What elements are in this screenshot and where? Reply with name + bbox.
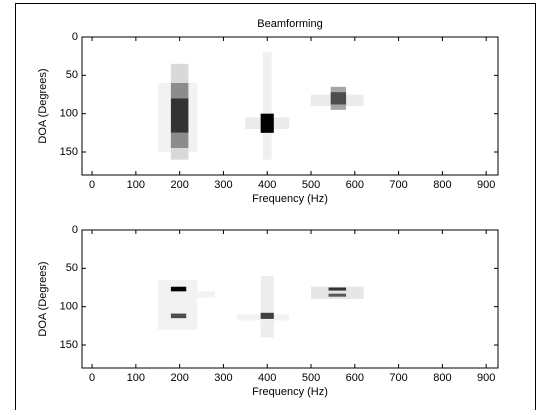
axes-box	[81, 229, 499, 369]
x-tick-label: 800	[433, 179, 451, 191]
y-axis-label: DOA (Degrees)	[37, 261, 49, 336]
y-tick-label: 0	[72, 31, 78, 43]
heat-cell	[170, 313, 187, 319]
axes-box	[81, 36, 499, 176]
x-tick-label: 400	[258, 372, 276, 384]
heat-cell	[260, 312, 274, 319]
y-tick-label: 50	[66, 69, 78, 81]
heat-cell	[260, 276, 274, 338]
heat-cell	[330, 92, 347, 105]
y-tick-label: 100	[60, 301, 78, 313]
heat-cell	[170, 83, 189, 99]
x-axis-label: Frequency (Hz)	[252, 193, 328, 205]
chart-title: Beamforming	[257, 18, 322, 30]
x-tick-label: 200	[170, 372, 188, 384]
y-tick-label: 150	[60, 339, 78, 351]
x-tick-label: 400	[258, 179, 276, 191]
heat-cell	[260, 113, 274, 133]
x-tick-label: 100	[127, 372, 145, 384]
figure-frame	[15, 3, 536, 415]
heat-cell	[170, 148, 189, 160]
y-axis-label: DOA (Degrees)	[37, 68, 49, 143]
x-tick-label: 300	[214, 179, 232, 191]
heat-cell	[311, 286, 364, 299]
x-tick-label: 0	[89, 372, 95, 384]
heat-cell	[170, 132, 189, 149]
heat-cell	[197, 291, 215, 298]
x-tick-label: 100	[127, 179, 145, 191]
x-tick-label: 200	[170, 179, 188, 191]
heat-cell	[170, 98, 189, 133]
x-axis-label: Frequency (Hz)	[252, 386, 328, 398]
heat-cell	[328, 293, 347, 297]
x-tick-label: 900	[477, 372, 495, 384]
heat-cell	[170, 286, 187, 292]
x-tick-label: 700	[389, 372, 407, 384]
y-tick-label: 50	[66, 262, 78, 274]
x-tick-label: 500	[302, 372, 320, 384]
x-tick-label: 900	[477, 179, 495, 191]
heat-cell	[328, 287, 347, 291]
x-tick-label: 700	[389, 179, 407, 191]
y-tick-label: 0	[72, 224, 78, 236]
x-tick-label: 300	[214, 372, 232, 384]
heat-cell	[262, 52, 272, 160]
x-tick-label: 500	[302, 179, 320, 191]
x-tick-label: 600	[346, 179, 364, 191]
x-tick-label: 600	[346, 372, 364, 384]
heat-cell	[170, 63, 189, 83]
x-tick-label: 800	[433, 372, 451, 384]
y-tick-label: 150	[60, 146, 78, 158]
x-tick-label: 0	[89, 179, 95, 191]
y-tick-label: 100	[60, 108, 78, 120]
